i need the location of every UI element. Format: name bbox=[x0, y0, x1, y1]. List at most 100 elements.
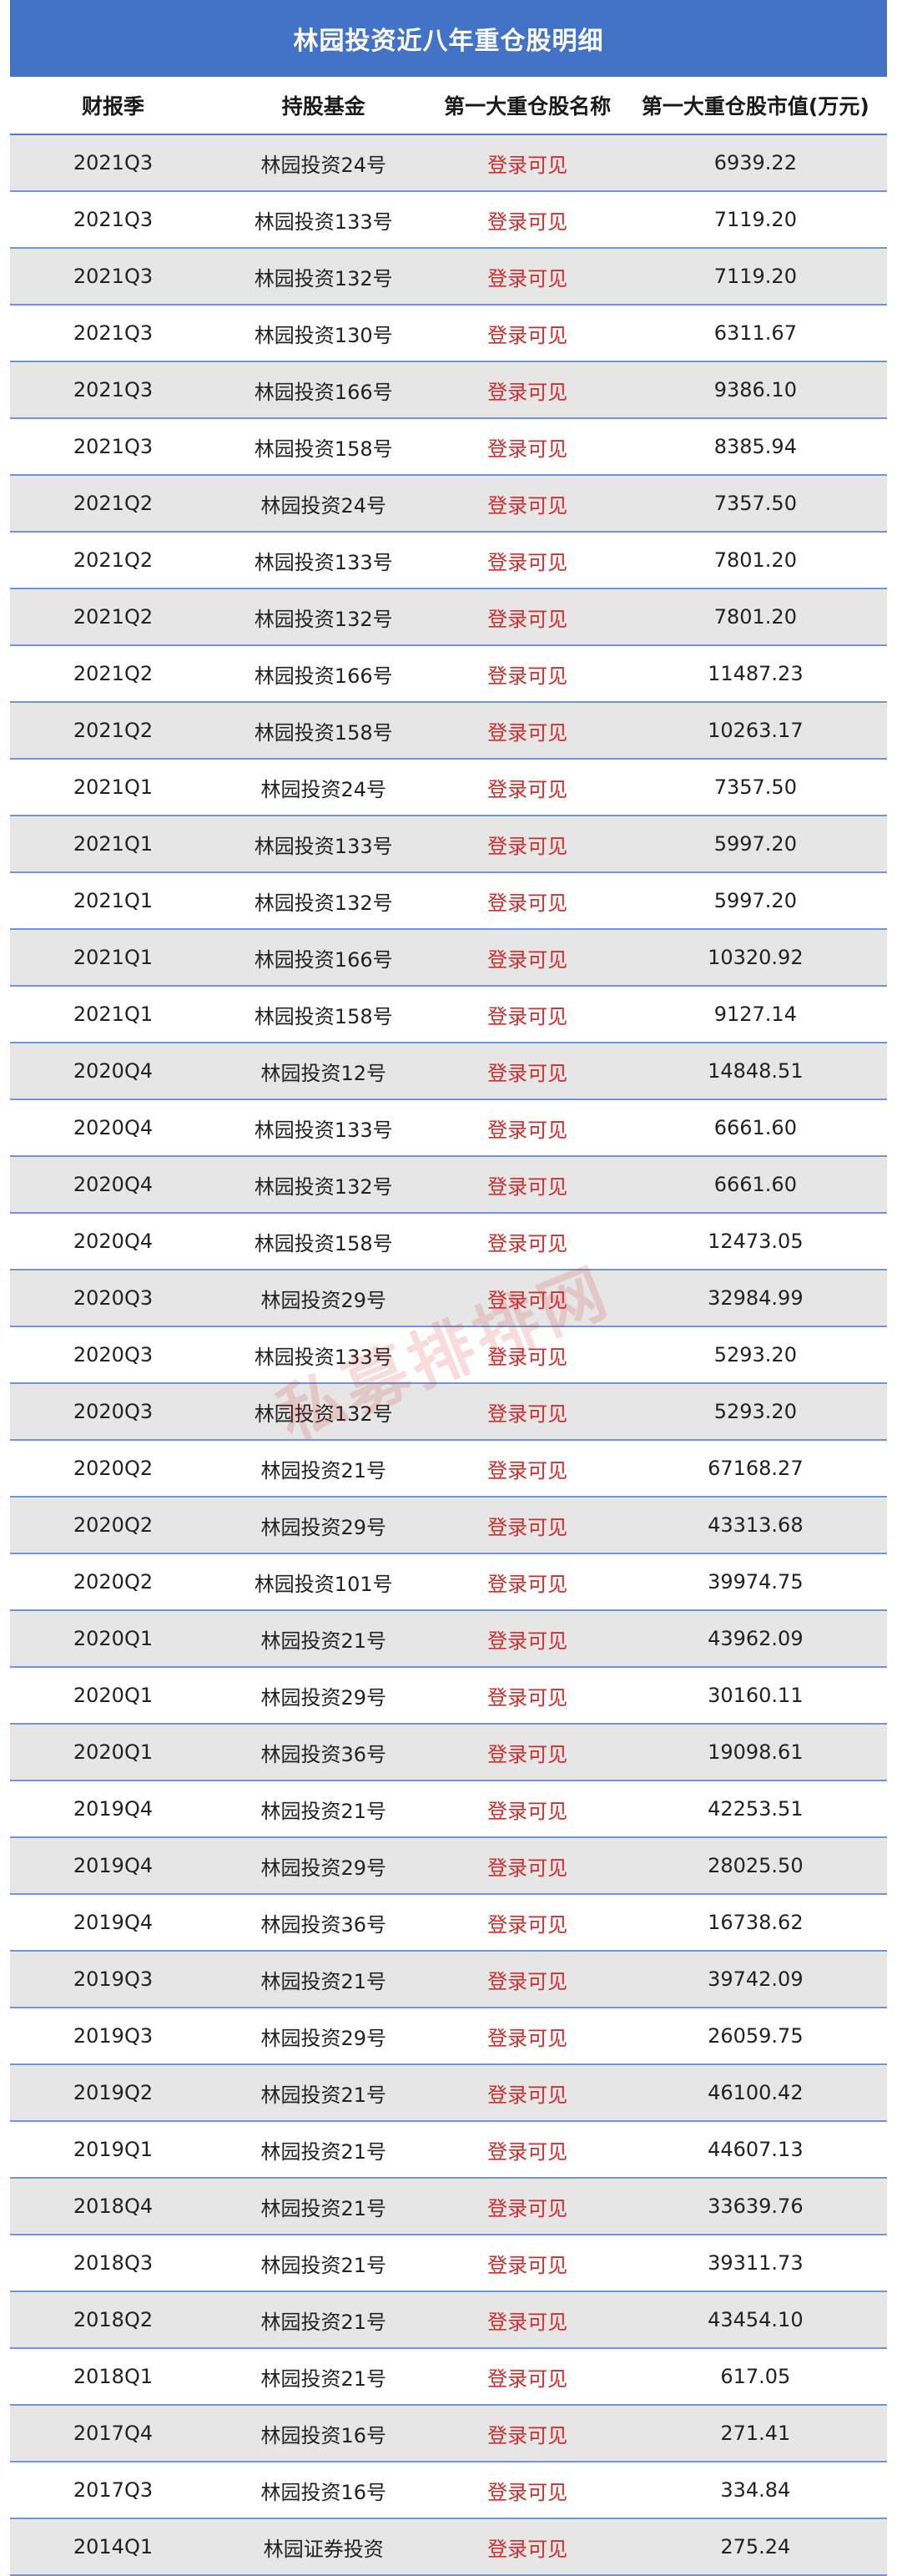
cell-fund: 林园投资132号 bbox=[215, 248, 431, 306]
cell-fund: 林园投资21号 bbox=[215, 2178, 431, 2235]
cell-fund: 林园投资132号 bbox=[215, 1383, 431, 1441]
cell-stock-login[interactable]: 登录可见 bbox=[431, 986, 624, 1043]
cell-market-value: 334.84 bbox=[623, 2462, 887, 2519]
table-row: 2017Q3 林园投资16号 登录可见 334.84 bbox=[10, 2462, 887, 2519]
cell-market-value: 7357.50 bbox=[623, 759, 887, 816]
cell-stock-login[interactable]: 登录可见 bbox=[431, 702, 624, 760]
cell-stock-login[interactable]: 登录可见 bbox=[431, 1326, 624, 1384]
cell-stock-login[interactable]: 登录可见 bbox=[431, 532, 624, 589]
cell-market-value: 30160.11 bbox=[623, 1667, 887, 1725]
cell-fund: 林园投资29号 bbox=[215, 1497, 431, 1554]
cell-stock-login[interactable]: 登录可见 bbox=[431, 2348, 624, 2406]
cell-stock-login[interactable]: 登录可见 bbox=[431, 2462, 624, 2519]
cell-season: 2020Q4 bbox=[10, 1213, 216, 1270]
cell-season: 2021Q2 bbox=[10, 475, 216, 533]
cell-market-value: 5293.20 bbox=[623, 1383, 887, 1441]
cell-market-value: 6661.60 bbox=[623, 1099, 887, 1157]
cell-fund: 林园投资158号 bbox=[215, 1213, 431, 1270]
cell-season: 2021Q3 bbox=[10, 134, 216, 192]
cell-market-value: 44607.13 bbox=[623, 2121, 887, 2179]
table-row: 2020Q4 林园投资133号 登录可见 6661.60 bbox=[10, 1099, 887, 1157]
cell-season: 2020Q3 bbox=[10, 1383, 216, 1441]
cell-stock-login[interactable]: 登录可见 bbox=[431, 2291, 624, 2349]
cell-stock-login[interactable]: 登录可见 bbox=[431, 418, 624, 476]
cell-fund: 林园投资166号 bbox=[215, 645, 431, 703]
cell-stock-login[interactable]: 登录可见 bbox=[431, 2518, 624, 2576]
cell-fund: 林园投资133号 bbox=[215, 1099, 431, 1157]
cell-market-value: 26059.75 bbox=[623, 2008, 887, 2065]
table-row: 2021Q3 林园投资133号 登录可见 7119.20 bbox=[10, 191, 887, 249]
cell-stock-login[interactable]: 登录可见 bbox=[431, 1951, 624, 2008]
cell-market-value: 11487.23 bbox=[623, 645, 887, 703]
cell-stock-login[interactable]: 登录可见 bbox=[431, 1894, 624, 1952]
cell-stock-login[interactable]: 登录可见 bbox=[431, 872, 624, 930]
cell-stock-login[interactable]: 登录可见 bbox=[431, 2008, 624, 2065]
header-fund: 持股基金 bbox=[215, 77, 431, 135]
cell-market-value: 7119.20 bbox=[623, 191, 887, 249]
cell-stock-login[interactable]: 登录可见 bbox=[431, 1440, 624, 1498]
cell-stock-login[interactable]: 登录可见 bbox=[431, 1610, 624, 1668]
cell-stock-login[interactable]: 登录可见 bbox=[431, 1724, 624, 1781]
cell-market-value: 43962.09 bbox=[623, 1610, 887, 1668]
cell-stock-login[interactable]: 登录可见 bbox=[431, 1383, 624, 1441]
cell-fund: 林园投资21号 bbox=[215, 1951, 431, 2008]
cell-fund: 林园投资132号 bbox=[215, 588, 431, 646]
cell-season: 2018Q1 bbox=[10, 2348, 216, 2406]
cell-fund: 林园投资133号 bbox=[215, 532, 431, 589]
cell-market-value: 10263.17 bbox=[623, 702, 887, 760]
table-row: 2020Q2 林园投资29号 登录可见 43313.68 bbox=[10, 1497, 887, 1554]
table-row: 2019Q3 林园投资21号 登录可见 39742.09 bbox=[10, 1951, 887, 2008]
cell-stock-login[interactable]: 登录可见 bbox=[431, 1270, 624, 1327]
cell-stock-login[interactable]: 登录可见 bbox=[431, 1497, 624, 1554]
cell-stock-login[interactable]: 登录可见 bbox=[431, 1667, 624, 1725]
cell-market-value: 6661.60 bbox=[623, 1156, 887, 1214]
cell-stock-login[interactable]: 登录可见 bbox=[431, 1553, 624, 1611]
table-row: 2021Q2 林园投资166号 登录可见 11487.23 bbox=[10, 645, 887, 703]
cell-stock-login[interactable]: 登录可见 bbox=[431, 305, 624, 362]
cell-stock-login[interactable]: 登录可见 bbox=[431, 2235, 624, 2292]
cell-market-value: 39742.09 bbox=[623, 1951, 887, 2008]
cell-stock-login[interactable]: 登录可见 bbox=[431, 361, 624, 419]
cell-stock-login[interactable]: 登录可见 bbox=[431, 475, 624, 533]
cell-stock-login[interactable]: 登录可见 bbox=[431, 929, 624, 987]
header-row: 财报季 持股基金 第一大重仓股名称 第一大重仓股市值(万元) bbox=[10, 77, 887, 135]
table-row: 2021Q1 林园投资158号 登录可见 9127.14 bbox=[10, 986, 887, 1043]
cell-stock-login[interactable]: 登录可见 bbox=[431, 1780, 624, 1838]
cell-market-value: 617.05 bbox=[623, 2348, 887, 2406]
cell-stock-login[interactable]: 登录可见 bbox=[431, 759, 624, 816]
cell-stock-login[interactable]: 登录可见 bbox=[431, 816, 624, 873]
cell-stock-login[interactable]: 登录可见 bbox=[431, 1099, 624, 1157]
table-row: 2019Q4 林园投资21号 登录可见 42253.51 bbox=[10, 1780, 887, 1838]
cell-market-value: 7801.20 bbox=[623, 532, 887, 589]
cell-stock-login[interactable]: 登录可见 bbox=[431, 248, 624, 306]
cell-season: 2020Q2 bbox=[10, 1497, 216, 1554]
cell-fund: 林园投资21号 bbox=[215, 1780, 431, 1838]
cell-stock-login[interactable]: 登录可见 bbox=[431, 1156, 624, 1214]
cell-stock-login[interactable]: 登录可见 bbox=[431, 1213, 624, 1270]
table-row: 2014Q1 林园证券投资 登录可见 275.24 bbox=[10, 2518, 887, 2576]
cell-stock-login[interactable]: 登录可见 bbox=[431, 2121, 624, 2179]
header-season: 财报季 bbox=[10, 77, 216, 135]
table-row: 2017Q4 林园投资16号 登录可见 271.41 bbox=[10, 2405, 887, 2462]
cell-stock-login[interactable]: 登录可见 bbox=[431, 2064, 624, 2122]
cell-stock-login[interactable]: 登录可见 bbox=[431, 2178, 624, 2235]
cell-stock-login[interactable]: 登录可见 bbox=[431, 1837, 624, 1895]
cell-stock-login[interactable]: 登录可见 bbox=[431, 645, 624, 703]
cell-fund: 林园投资21号 bbox=[215, 2291, 431, 2349]
header-market-value: 第一大重仓股市值(万元) bbox=[623, 77, 887, 135]
cell-season: 2018Q3 bbox=[10, 2235, 216, 2292]
cell-stock-login[interactable]: 登录可见 bbox=[431, 1043, 624, 1100]
table-row: 2020Q3 林园投资29号 登录可见 32984.99 bbox=[10, 1270, 887, 1327]
cell-fund: 林园投资21号 bbox=[215, 2064, 431, 2122]
table-row: 2020Q1 林园投资29号 登录可见 30160.11 bbox=[10, 1667, 887, 1725]
cell-stock-login[interactable]: 登录可见 bbox=[431, 588, 624, 646]
cell-stock-login[interactable]: 登录可见 bbox=[431, 191, 624, 249]
cell-fund: 林园投资132号 bbox=[215, 872, 431, 930]
table-row: 2018Q4 林园投资21号 登录可见 33639.76 bbox=[10, 2178, 887, 2235]
cell-stock-login[interactable]: 登录可见 bbox=[431, 2405, 624, 2462]
table-body: 2021Q3 林园投资24号 登录可见 6939.22 2021Q3 林园投资133号 登录… bbox=[10, 134, 887, 2576]
cell-fund: 林园投资24号 bbox=[215, 134, 431, 192]
holdings-table: 财报季 持股基金 第一大重仓股名称 第一大重仓股市值(万元) 2021Q3 林园投… bbox=[10, 77, 887, 2576]
cell-season: 2021Q2 bbox=[10, 702, 216, 760]
cell-stock-login[interactable]: 登录可见 bbox=[431, 134, 624, 192]
